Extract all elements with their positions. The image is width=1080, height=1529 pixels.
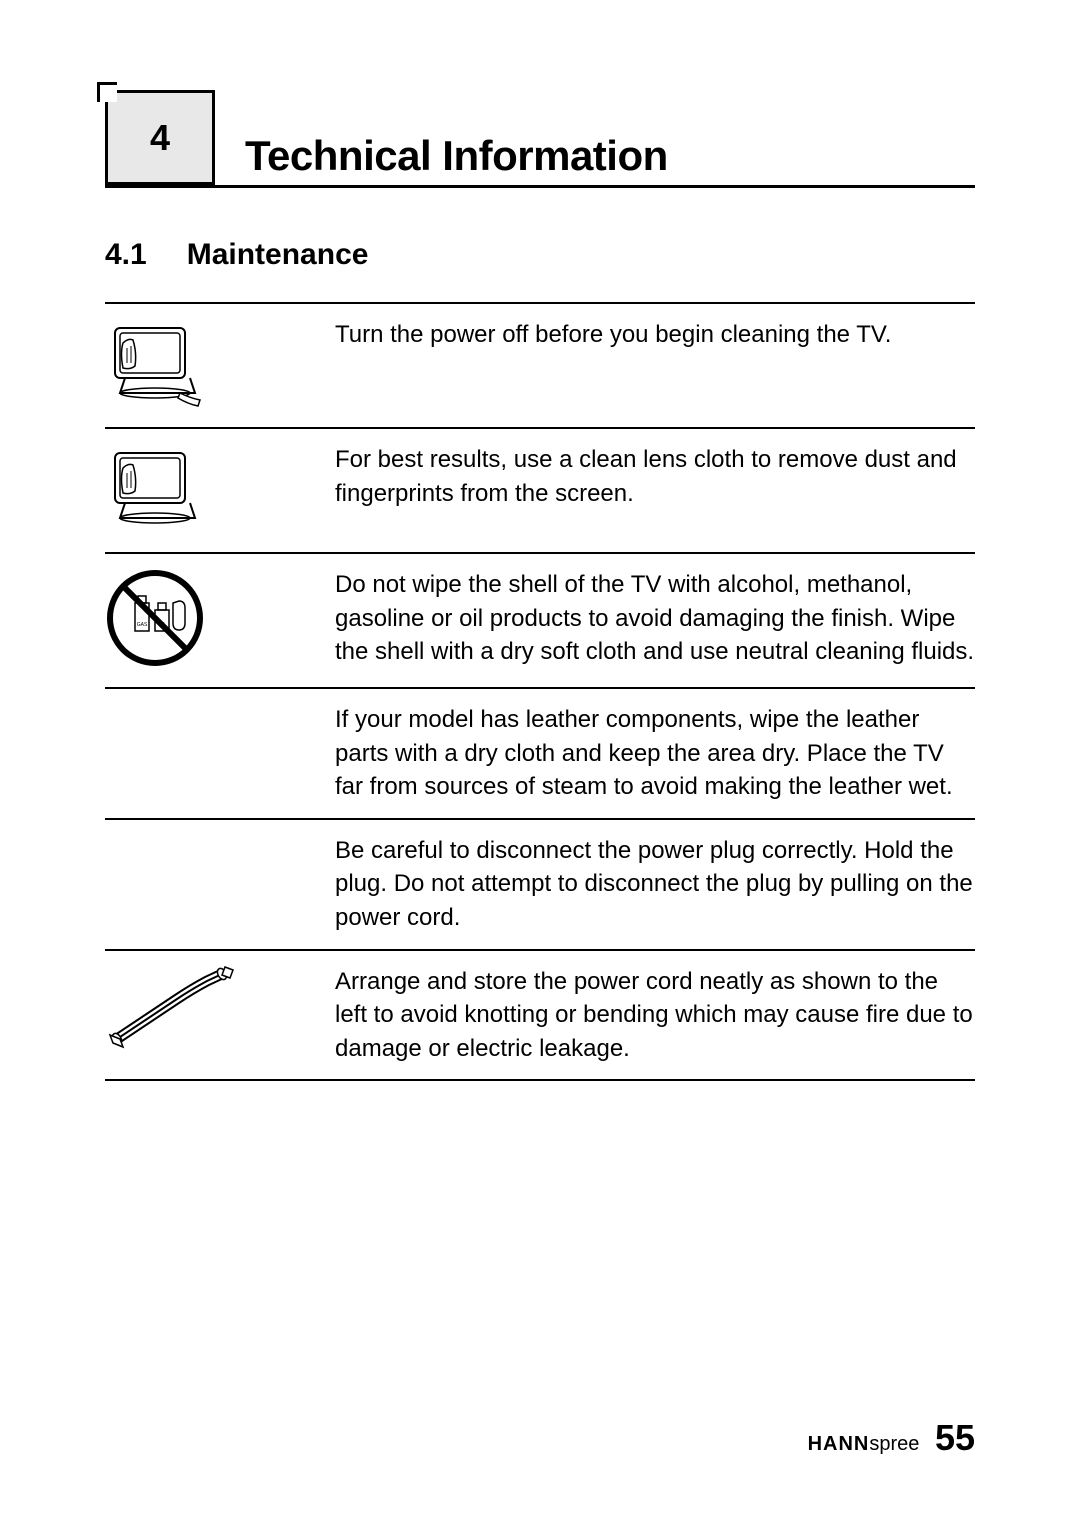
maintenance-text: If your model has leather components, wi… (335, 688, 975, 819)
icon-cell (105, 688, 335, 819)
chapter-box: 4 (105, 90, 215, 185)
icon-cell (105, 819, 335, 950)
icon-cell (105, 950, 335, 1081)
power-cord-icon (105, 965, 235, 1050)
no-chemicals-icon: GAS OIL (105, 568, 205, 668)
svg-text:OIL: OIL (158, 622, 166, 628)
table-row: For best results, use a clean lens cloth… (105, 428, 975, 553)
maintenance-text: For best results, use a clean lens cloth… (335, 428, 975, 553)
maintenance-text: Be careful to disconnect the power plug … (335, 819, 975, 950)
maintenance-text: Do not wipe the shell of the TV with alc… (335, 553, 975, 688)
section-header: 4.1 Maintenance (105, 238, 975, 272)
table-row: If your model has leather components, wi… (105, 688, 975, 819)
footer-page-number: 55 (935, 1417, 975, 1458)
icon-cell (105, 303, 335, 428)
chapter-title: Technical Information (245, 132, 668, 185)
tv-clean-icon (105, 443, 215, 533)
section-number: 4.1 (105, 238, 147, 272)
section-title: Maintenance (187, 238, 369, 272)
icon-cell (105, 428, 335, 553)
chapter-box-tab (97, 82, 117, 102)
table-row: Arrange and store the power cord neatly … (105, 950, 975, 1081)
table-row: GAS OIL Do not wipe the shell of the TV … (105, 553, 975, 688)
chapter-number: 4 (150, 117, 170, 159)
footer-brand-light: spree (869, 1433, 919, 1455)
svg-text:GAS: GAS (137, 622, 148, 628)
maintenance-text: Turn the power off before you begin clea… (335, 303, 975, 428)
table-row: Be careful to disconnect the power plug … (105, 819, 975, 950)
tv-cloth-icon (105, 318, 215, 408)
maintenance-table: Turn the power off before you begin clea… (105, 302, 975, 1081)
table-row: Turn the power off before you begin clea… (105, 303, 975, 428)
chapter-header: 4 Technical Information (105, 90, 975, 188)
maintenance-text: Arrange and store the power cord neatly … (335, 950, 975, 1081)
footer-brand-bold: HANN (808, 1433, 870, 1455)
chapter-box-wrapper: 4 (105, 90, 215, 185)
page-footer: HANNspree 55 (808, 1417, 975, 1459)
icon-cell: GAS OIL (105, 553, 335, 688)
